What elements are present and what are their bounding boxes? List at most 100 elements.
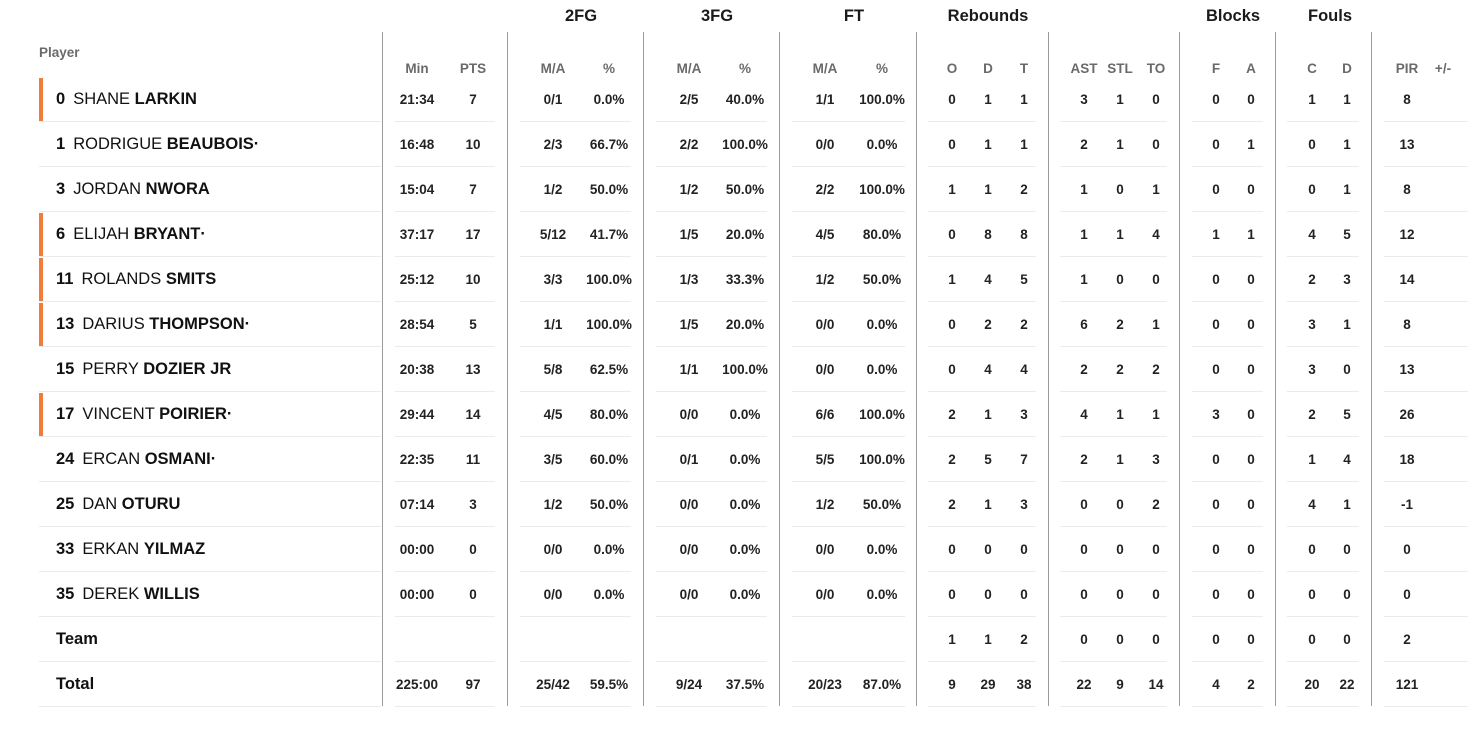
row-separator <box>928 706 1036 707</box>
player-name[interactable]: 11 ROLANDS SMITS <box>56 257 216 302</box>
player-name[interactable]: 33 ERKAN YILMAZ <box>56 527 205 572</box>
stat-fg2-ma: 1/2 <box>543 182 563 197</box>
player-number: 25 <box>56 495 75 513</box>
player-name[interactable]: 13 DARIUS THOMPSON· <box>56 302 250 347</box>
row-separator <box>792 436 905 437</box>
stat-fg2-ma: 0/0 <box>543 542 563 557</box>
column-header-foul-d[interactable]: D <box>1342 61 1352 76</box>
stat-fg3-ma: 0/0 <box>679 542 699 557</box>
column-header-reb-d[interactable]: D <box>983 61 993 76</box>
stat-min: 07:14 <box>399 497 435 512</box>
stat-ft-ma: 4/5 <box>815 227 835 242</box>
stat-fg2-ma: 1/1 <box>543 317 563 332</box>
table-row[interactable]: 0 SHANE LARKIN 21:34 7 0/1 0.0% 2/5 40.0% 1/1 100… <box>0 77 1473 122</box>
table-row[interactable]: 25 DAN OTURU 07:14 3 1/2 50.0% 0/0 0.0% 1/2 50.0%… <box>0 482 1473 527</box>
row-separator <box>656 616 767 617</box>
column-header-reb-o[interactable]: O <box>946 61 958 76</box>
column-header-blk-a[interactable]: A <box>1246 61 1256 76</box>
stat-fg2-ma: 1/2 <box>543 497 563 512</box>
player-first-name: PERRY <box>82 360 139 378</box>
stat-fg2-ma: 5/12 <box>539 227 567 242</box>
column-header-stl[interactable]: STL <box>1107 61 1133 76</box>
row-separator <box>1384 706 1468 707</box>
stat-foul-d: 1 <box>1343 317 1351 332</box>
player-name[interactable]: 1 RODRIGUE BEAUBOIS· <box>56 122 259 167</box>
stat-reb-t: 2 <box>1020 632 1028 647</box>
stat-to: 0 <box>1152 542 1160 557</box>
stat-reb-o: 0 <box>948 362 956 377</box>
stat-pir: 0 <box>1403 542 1411 557</box>
stat-fg3-ma: 0/0 <box>679 407 699 422</box>
group-header-fg2: 2FG <box>564 7 598 25</box>
column-header-foul-c[interactable]: C <box>1307 61 1317 76</box>
table-row[interactable]: 33 ERKAN YILMAZ 00:00 0 0/0 0.0% 0/0 0.0% 0/0 0.0… <box>0 527 1473 572</box>
column-header-plusminus[interactable]: +/- <box>1434 61 1452 76</box>
column-divider <box>1275 32 1276 706</box>
stat-stl: 1 <box>1116 92 1124 107</box>
table-row[interactable]: 24 ERCAN OSMANI· 22:35 11 3/5 60.0% 0/1 0.0% 5/5… <box>0 437 1473 482</box>
player-name[interactable]: 35 DEREK WILLIS <box>56 572 200 617</box>
player-number: 17 <box>56 405 75 423</box>
column-header-fg2-pct[interactable]: % <box>602 61 616 76</box>
stat-to: 4 <box>1152 227 1160 242</box>
player-name[interactable]: 6 ELIJAH BRYANT· <box>56 212 206 257</box>
table-row[interactable]: 15 PERRY DOZIER JR 20:38 13 5/8 62.5% 1/1 100.0… <box>0 347 1473 392</box>
stat-ft-pct: 50.0% <box>862 272 902 287</box>
table-row[interactable]: 17 VINCENT POIRIER· 29:44 14 4/5 80.0% 0/0 0.0%… <box>0 392 1473 437</box>
row-separator <box>656 571 767 572</box>
row-separator <box>39 526 381 527</box>
stat-stl: 2 <box>1116 362 1124 377</box>
player-first-name: JORDAN <box>73 180 142 198</box>
column-header-fg2-ma[interactable]: M/A <box>540 61 566 76</box>
row-separator <box>928 661 1036 662</box>
stat-pts: 13 <box>465 362 481 377</box>
column-header-blk-f[interactable]: F <box>1211 61 1221 76</box>
row-separator <box>1060 436 1167 437</box>
column-header-pir[interactable]: PIR <box>1395 61 1419 76</box>
stat-ast: 22 <box>1076 677 1092 692</box>
column-header-to[interactable]: TO <box>1146 61 1166 76</box>
table-row[interactable]: 3 JORDAN NWORA 15:04 7 1/2 50.0% 1/2 50.0% 2/2 10… <box>0 167 1473 212</box>
column-header-fg3-ma[interactable]: M/A <box>676 61 702 76</box>
row-separator <box>395 481 495 482</box>
player-first-name: DEREK <box>82 585 140 603</box>
table-row[interactable]: 1 RODRIGUE BEAUBOIS· 16:48 10 2/3 66.7% 2/2 100… <box>0 122 1473 167</box>
row-separator <box>39 301 381 302</box>
stat-fg3-pct: 0.0% <box>729 452 761 467</box>
table-row[interactable]: 35 DEREK WILLIS 00:00 0 0/0 0.0% 0/0 0.0% 0/0 0.0… <box>0 572 1473 617</box>
player-name[interactable]: 24 ERCAN OSMANI· <box>56 437 216 482</box>
stat-pts: 11 <box>465 452 481 467</box>
column-header-reb-t[interactable]: T <box>1019 61 1029 76</box>
row-separator <box>792 706 905 707</box>
stat-blk-a: 0 <box>1247 317 1255 332</box>
stat-fg2-ma: 3/3 <box>543 272 563 287</box>
stat-reb-d: 5 <box>984 452 992 467</box>
player-name[interactable]: 15 PERRY DOZIER JR <box>56 347 231 392</box>
stat-stl: 0 <box>1116 497 1124 512</box>
table-row[interactable]: 13 DARIUS THOMPSON· 28:54 5 1/1 100.0% 1/5 20.0… <box>0 302 1473 347</box>
table-row[interactable]: 6 ELIJAH BRYANT· 37:17 17 5/12 41.7% 1/5 20.0% 4… <box>0 212 1473 257</box>
player-name[interactable]: 17 VINCENT POIRIER· <box>56 392 232 437</box>
column-header-min[interactable]: Min <box>405 61 429 76</box>
player-name[interactable]: 0 SHANE LARKIN <box>56 77 197 122</box>
stat-pts: 10 <box>465 272 481 287</box>
column-header-ft-ma[interactable]: M/A <box>812 61 838 76</box>
stat-foul-c: 1 <box>1308 92 1316 107</box>
column-header-fg3-pct[interactable]: % <box>738 61 752 76</box>
stat-fg2-pct: 59.5% <box>589 677 629 692</box>
column-header-pts[interactable]: PTS <box>459 61 487 76</box>
row-separator <box>1192 526 1263 527</box>
stat-pir: 8 <box>1403 317 1411 332</box>
stat-reb-o: 2 <box>948 452 956 467</box>
column-header-ft-pct[interactable]: % <box>875 61 889 76</box>
row-separator <box>1192 481 1263 482</box>
stat-reb-o: 0 <box>948 542 956 557</box>
stat-reb-t: 0 <box>1020 542 1028 557</box>
table-row[interactable]: 11 ROLANDS SMITS 25:12 10 3/3 100.0% 1/3 33.3% 1… <box>0 257 1473 302</box>
player-name[interactable]: 3 JORDAN NWORA <box>56 167 210 212</box>
player-name[interactable]: 25 DAN OTURU <box>56 482 180 527</box>
column-header-ast[interactable]: AST <box>1070 61 1098 76</box>
stat-ft-pct: 0.0% <box>866 542 898 557</box>
stat-ast: 2 <box>1080 452 1088 467</box>
row-separator <box>1384 391 1468 392</box>
